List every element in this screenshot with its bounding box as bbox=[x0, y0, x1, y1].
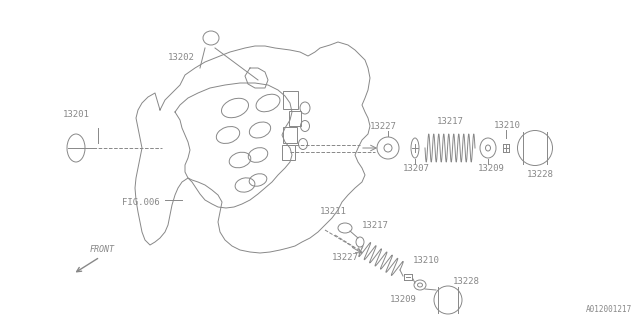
Text: 13210: 13210 bbox=[494, 121, 521, 130]
Bar bbox=[282, 91, 298, 109]
Text: A012001217: A012001217 bbox=[586, 305, 632, 314]
Text: 13228: 13228 bbox=[527, 170, 554, 179]
Text: 13207: 13207 bbox=[403, 164, 430, 173]
Text: 13202: 13202 bbox=[168, 53, 195, 62]
Text: 13228: 13228 bbox=[453, 277, 480, 286]
Text: 13217: 13217 bbox=[362, 221, 389, 230]
Text: 13211: 13211 bbox=[320, 207, 347, 216]
Bar bbox=[289, 110, 301, 125]
Bar bbox=[283, 127, 297, 143]
Text: 13209: 13209 bbox=[390, 295, 417, 304]
Text: 13227: 13227 bbox=[370, 122, 397, 131]
Bar bbox=[282, 145, 294, 159]
Text: 13209: 13209 bbox=[478, 164, 505, 173]
Text: 13210: 13210 bbox=[413, 256, 440, 265]
Text: FIG.006: FIG.006 bbox=[122, 198, 159, 207]
Text: 13201: 13201 bbox=[63, 110, 90, 119]
Text: FRONT: FRONT bbox=[90, 245, 115, 254]
Text: 13227: 13227 bbox=[332, 253, 359, 262]
Text: 13217: 13217 bbox=[437, 117, 464, 126]
